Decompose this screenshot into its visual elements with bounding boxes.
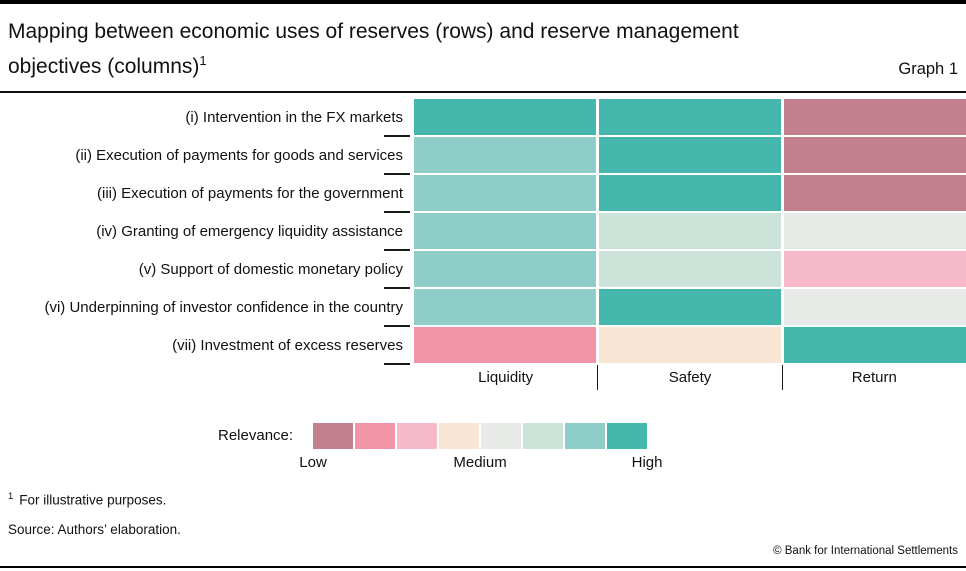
heatmap-row: (iv) Granting of emergency liquidity ass… xyxy=(0,213,966,251)
legend-swatch xyxy=(397,423,438,449)
heatmap-cell xyxy=(599,251,781,287)
legend-swatch xyxy=(313,423,354,449)
row-label: (i) Intervention in the FX markets xyxy=(0,99,411,137)
heatmap-cell xyxy=(599,327,781,363)
legend-tick-label: High xyxy=(631,454,663,471)
heatmap-cell xyxy=(784,213,966,249)
legend-swatch xyxy=(481,423,522,449)
legend-swatch xyxy=(607,423,648,449)
legend-tick-label: Medium xyxy=(453,454,507,471)
heatmap-cell xyxy=(784,175,966,211)
row-label: (iii) Execution of payments for the gove… xyxy=(0,175,411,213)
heatmap-row: (vii) Investment of excess reserves xyxy=(0,327,966,365)
column-labels: Liquidity Safety Return xyxy=(414,365,966,390)
heatmap-cell xyxy=(414,213,596,249)
legend-swatch xyxy=(355,423,396,449)
row-label: (ii) Execution of payments for goods and… xyxy=(0,137,411,175)
bottom-rule xyxy=(0,566,966,568)
legend-swatch xyxy=(565,423,606,449)
legend-swatch xyxy=(523,423,564,449)
column-label: Return xyxy=(781,365,966,390)
heatmap-row: (vi) Underpinning of investor confidence… xyxy=(0,289,966,327)
legend-swatches xyxy=(313,423,648,449)
legend-label: Relevance: xyxy=(218,427,294,444)
heatmap-row: (v) Support of domestic monetary policy xyxy=(0,251,966,289)
title-line-2: objectives (columns) xyxy=(8,55,200,78)
graph-number: Graph 1 xyxy=(898,60,958,78)
heatmap-cell xyxy=(414,175,596,211)
heatmap-cell xyxy=(784,251,966,287)
heatmap-row: (ii) Execution of payments for goods and… xyxy=(0,137,966,175)
heatmap-row: (iii) Execution of payments for the gove… xyxy=(0,175,966,213)
heatmap-cell xyxy=(414,99,596,135)
heatmap-cell xyxy=(414,137,596,173)
heatmap-cell xyxy=(599,175,781,211)
copyright: © Bank for International Settlements xyxy=(773,545,958,557)
heatmap-cell xyxy=(599,289,781,325)
heatmap-row: (i) Intervention in the FX markets xyxy=(0,99,966,137)
heatmap-cell xyxy=(414,251,596,287)
column-label: Safety xyxy=(597,365,781,390)
legend-swatch xyxy=(439,423,480,449)
column-label: Liquidity xyxy=(478,369,534,386)
footnote-text: For illustrative purposes. xyxy=(19,492,167,508)
heatmap-cell xyxy=(784,289,966,325)
row-label: (vii) Investment of excess reserves xyxy=(0,327,411,365)
legend-scale: Low Medium High xyxy=(299,423,662,474)
heatmap-cell xyxy=(414,289,596,325)
legend-tick-label: Low xyxy=(299,454,327,471)
legend-tick-labels: Low Medium High xyxy=(299,454,662,474)
heatmap-cell xyxy=(784,137,966,173)
title-line-1: Mapping between economic uses of reserve… xyxy=(8,20,739,43)
heatmap: (i) Intervention in the FX markets (ii) E… xyxy=(0,99,966,365)
heatmap-cell xyxy=(784,99,966,135)
heatmap-cell xyxy=(414,327,596,363)
source-line: Source: Authors’ elaboration. xyxy=(8,521,181,537)
title-footnote-marker: 1 xyxy=(199,53,207,68)
row-label: (iv) Granting of emergency liquidity ass… xyxy=(0,213,411,251)
page-title: Mapping between economic uses of reserve… xyxy=(8,17,898,81)
relevance-legend: Relevance: Low Medium High xyxy=(218,423,966,474)
heatmap-cell xyxy=(599,213,781,249)
row-label: (vi) Underpinning of investor confidence… xyxy=(0,289,411,327)
footnote-marker: 1 xyxy=(8,491,14,502)
footnote: 1 For illustrative purposes. xyxy=(8,491,958,508)
top-rule xyxy=(0,0,966,4)
heatmap-cell xyxy=(599,137,781,173)
row-label: (v) Support of domestic monetary policy xyxy=(0,251,411,289)
heatmap-cell xyxy=(784,327,966,363)
header: Mapping between economic uses of reserve… xyxy=(0,4,966,91)
heatmap-cell xyxy=(599,99,781,135)
header-rule xyxy=(0,91,966,93)
